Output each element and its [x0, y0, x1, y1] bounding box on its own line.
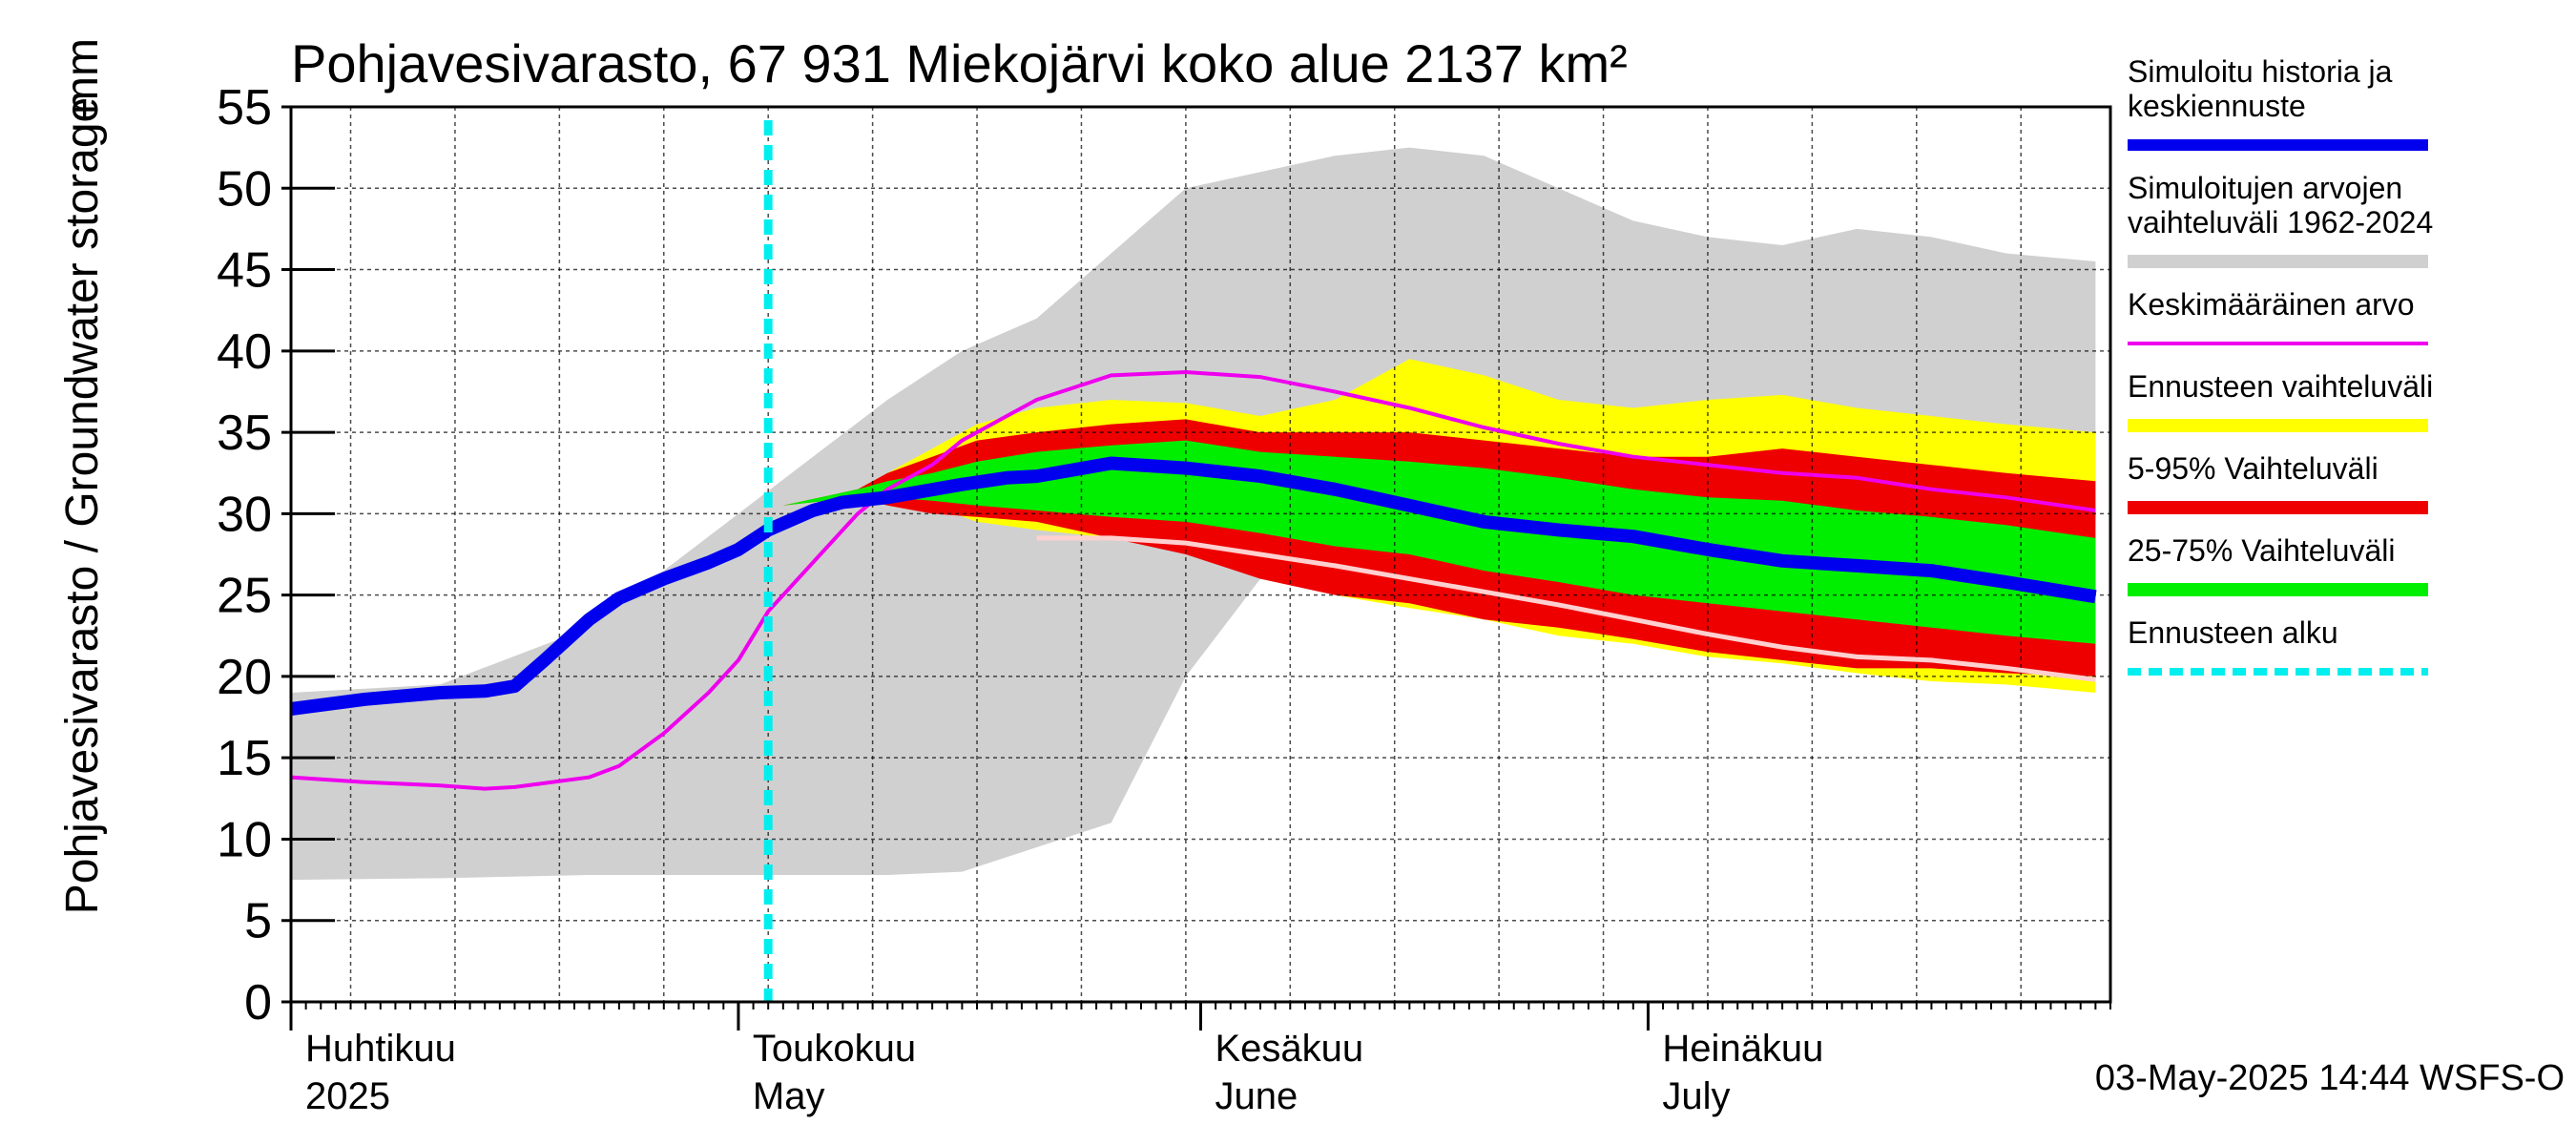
month-label-fi: Heinäkuu — [1662, 1028, 1823, 1070]
forecast-low-trace — [1036, 535, 2096, 682]
simulated-line — [290, 456, 2097, 716]
data-lines — [290, 120, 2097, 1002]
y-tick-label: 35 — [217, 406, 272, 461]
month-label-fi: Toukokuu — [753, 1028, 916, 1070]
y-axis-label: Pohjavesivarasto / Groundwater storage — [57, 97, 108, 914]
legend-label-line: vaihteluväli 1962-2024 — [2128, 205, 2433, 239]
legend: Simuloitu historia ja keskiennusteSimuloi… — [2128, 54, 2433, 676]
y-tick-label: 45 — [217, 243, 272, 299]
mean-line — [290, 369, 2096, 791]
month-label-fi: Kesäkuu — [1215, 1028, 1364, 1070]
month-label-fi: Huhtikuu — [305, 1028, 456, 1070]
month-label-en: July — [1662, 1075, 1730, 1117]
legend-label-p25_75: 25-75% Vaihteluväli — [2128, 533, 2395, 568]
y-tick-label: 40 — [217, 324, 272, 380]
month-label-en: 2025 — [305, 1075, 390, 1117]
y-tick-label: 25 — [217, 569, 272, 624]
axes — [281, 105, 2112, 1030]
y-tick-labels: 0 5 10 15 20 25 30 35 40 45 50 55 — [217, 80, 272, 1030]
legend-label-line: Simuloitujen arvojen — [2128, 171, 2402, 205]
legend-label-fc_range: Ennusteen vaihteluväli — [2128, 369, 2433, 404]
y-tick-label: 20 — [217, 650, 272, 705]
y-tick-label: 30 — [217, 487, 272, 542]
p25-75-band — [782, 440, 2096, 644]
chart-title: Pohjavesivarasto, 67 931 Miekojärvi koko… — [291, 33, 1628, 94]
y-axis-unit: mm — [57, 38, 108, 114]
legend-label-line: Simuloitu historia ja — [2128, 54, 2393, 89]
legend-label-sim: Simuloitu historia ja keskiennuste — [2128, 54, 2393, 123]
y-tick-label: 5 — [244, 894, 272, 949]
y-tick-label: 15 — [217, 731, 272, 786]
y-tick-label: 10 — [217, 812, 272, 867]
legend-label-line: keskiennuste — [2128, 89, 2306, 123]
grid-lines — [291, 107, 2110, 1002]
x-month-labels: Huhtikuu 2025 Toukokuu May Kesäkuu June Heinäk… — [305, 1028, 1823, 1117]
legend-label-mean: Keskimääräinen arvo — [2128, 287, 2415, 322]
legend-label-range: Simuloitujen arvojen vaihteluväli 1962-20… — [2128, 171, 2433, 239]
legend-label-p5_95: 5-95% Vaihteluväli — [2128, 451, 2379, 486]
month-label-en: May — [753, 1075, 825, 1117]
legend-label-fc_start: Ennusteen alku — [2128, 615, 2338, 650]
y-tick-label: 50 — [217, 161, 272, 217]
y-tick-label: 55 — [217, 80, 272, 135]
month-label-en: June — [1215, 1075, 1298, 1117]
timestamp-footer: 03-May-2025 14:44 WSFS-O — [2095, 1058, 2565, 1098]
y-tick-label: 0 — [244, 975, 272, 1030]
